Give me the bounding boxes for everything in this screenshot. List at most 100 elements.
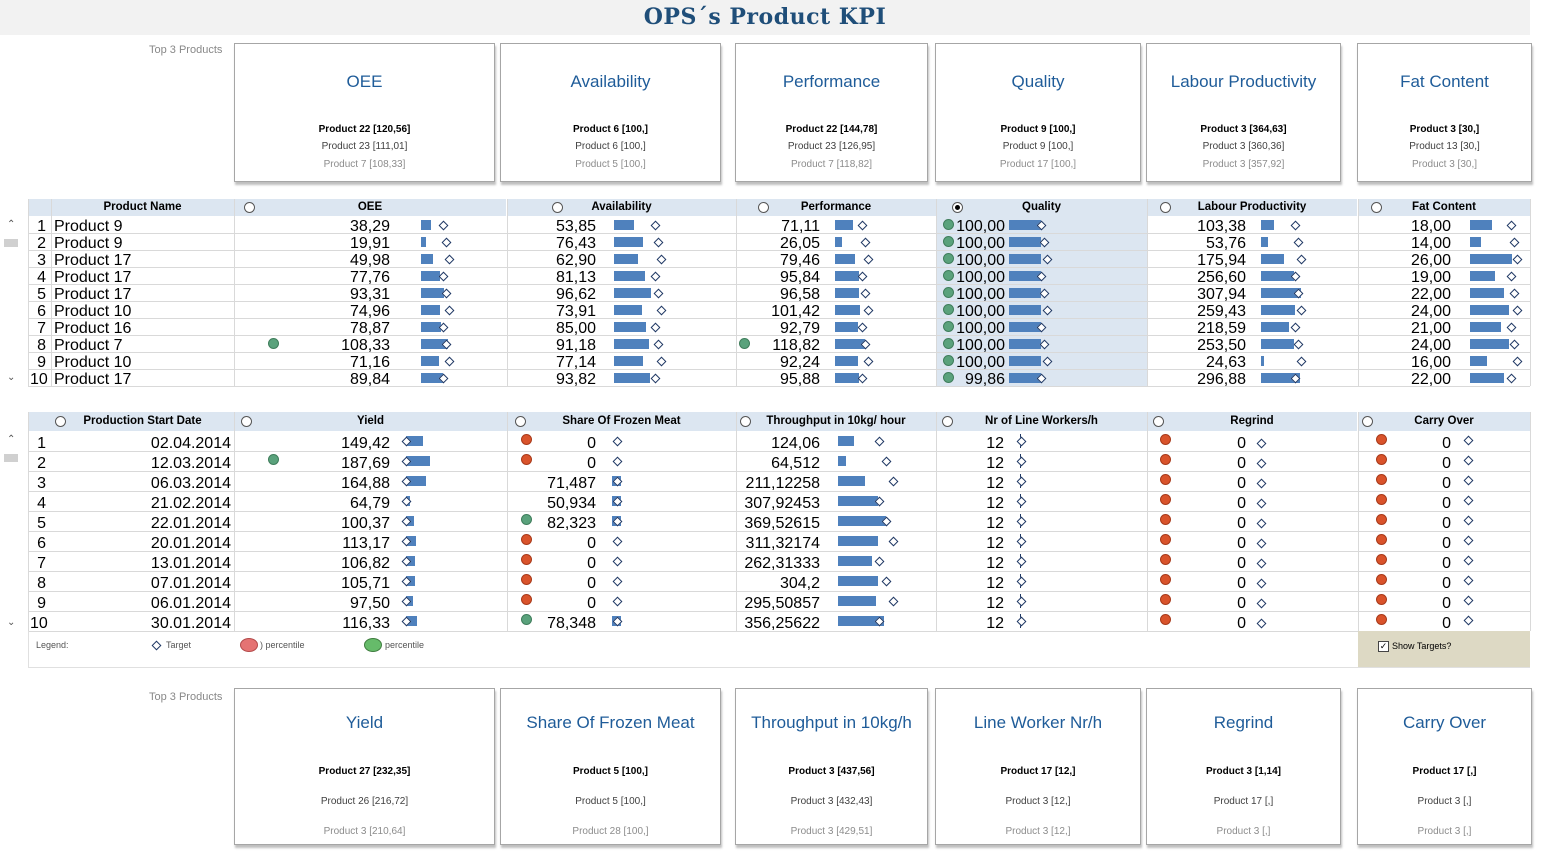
target-marker-icon bbox=[1256, 498, 1267, 509]
grid-vline bbox=[1147, 412, 1148, 631]
target-marker-icon bbox=[1256, 578, 1267, 589]
scroll-up-icon[interactable]: ⌃ bbox=[7, 219, 16, 230]
top-card-5: Fat Content Product 3 [30,] Product 13 [30… bbox=[1357, 43, 1532, 182]
card-line: Product 3 [12,] bbox=[1005, 826, 1071, 837]
scroll-thumb[interactable] bbox=[4, 454, 18, 462]
scroll-thumb[interactable] bbox=[4, 239, 18, 247]
scroll-up-icon[interactable]: ⌃ bbox=[7, 434, 16, 445]
oee-value: 71,16 bbox=[349, 354, 390, 371]
card-line: Product 3 [30,] bbox=[1411, 159, 1478, 170]
throughput-value: 307,92453 bbox=[744, 495, 820, 512]
oee-bar bbox=[421, 288, 445, 298]
scroll-down-icon[interactable]: ⌄ bbox=[7, 617, 16, 628]
target-marker-icon bbox=[1296, 305, 1307, 316]
sort-radio[interactable] bbox=[515, 416, 526, 427]
oee-value: 49,98 bbox=[349, 252, 390, 269]
col-header: Throughput in 10kg/ hour bbox=[736, 412, 936, 431]
throughput-value: 304,2 bbox=[779, 575, 820, 592]
fat-bar bbox=[1470, 305, 1510, 315]
av-bar bbox=[614, 322, 647, 332]
target-marker-icon bbox=[1256, 518, 1267, 529]
grid-hline bbox=[28, 571, 1530, 572]
fat-value: 26,00 bbox=[1410, 252, 1451, 269]
target-marker-icon bbox=[1290, 322, 1301, 333]
target-marker-icon bbox=[881, 576, 892, 587]
start-date: 22.01.2014 bbox=[150, 515, 231, 532]
carry-over-status-icon bbox=[1376, 494, 1387, 505]
card-line: Product 27 [232,35] bbox=[318, 766, 411, 777]
product-name: Product 16 bbox=[54, 320, 132, 337]
perf-bar bbox=[835, 220, 853, 230]
sort-radio[interactable] bbox=[1371, 202, 1382, 213]
sort-radio[interactable] bbox=[55, 416, 66, 427]
sort-radio[interactable] bbox=[758, 202, 769, 213]
target-marker-icon bbox=[1463, 455, 1474, 466]
q-value: 100,00 bbox=[956, 286, 1005, 303]
fat-bar bbox=[1470, 356, 1487, 366]
top-card-3: Quality Product 9 [100,] Product 9 [100,] P… bbox=[935, 43, 1141, 182]
sort-radio[interactable] bbox=[1153, 416, 1164, 427]
lp-bar bbox=[1261, 237, 1268, 247]
frozen-value: 82,323 bbox=[547, 515, 596, 532]
line-workers-value: 12 bbox=[986, 535, 1004, 552]
high-percentile-icon bbox=[364, 638, 382, 652]
regrind-value: 0 bbox=[1237, 615, 1246, 632]
regrind-status-icon bbox=[1160, 614, 1171, 625]
sort-radio[interactable] bbox=[552, 202, 563, 213]
oee-value: 78,87 bbox=[349, 320, 390, 337]
perf-bar bbox=[835, 339, 865, 349]
bottom-card-3: Line Worker Nr/h Product 17 [12,] Product … bbox=[935, 688, 1141, 845]
target-marker-icon bbox=[1256, 558, 1267, 569]
grid-vline bbox=[1358, 199, 1359, 386]
grid-hline bbox=[28, 471, 1530, 472]
row-number: 7 bbox=[37, 320, 46, 337]
target-marker-icon bbox=[1509, 288, 1520, 299]
fat-value: 24,00 bbox=[1410, 337, 1451, 354]
target-marker-icon bbox=[653, 237, 664, 248]
sort-radio[interactable] bbox=[952, 202, 963, 213]
row-number: 10 bbox=[30, 615, 48, 632]
col-header: Quality bbox=[936, 199, 1147, 216]
sort-radio[interactable] bbox=[942, 416, 953, 427]
legend-label: Legend: bbox=[36, 640, 69, 650]
show-targets-checkbox[interactable]: ✓ bbox=[1378, 641, 1389, 652]
grid-vline bbox=[28, 199, 29, 386]
target-marker-icon bbox=[438, 220, 449, 231]
product-name: Product 10 bbox=[54, 303, 132, 320]
regrind-value: 0 bbox=[1237, 475, 1246, 492]
scroll-down-icon[interactable]: ⌄ bbox=[7, 372, 16, 383]
row-number: 2 bbox=[37, 455, 46, 472]
product-name: Product 9 bbox=[54, 218, 123, 235]
yield-value: 100,37 bbox=[341, 515, 390, 532]
row-number: 5 bbox=[37, 515, 46, 532]
frozen-status-icon bbox=[521, 454, 532, 465]
bottom-card-5: Carry Over Product 17 [,] Product 3 [,] Pro… bbox=[1357, 688, 1532, 845]
sort-radio[interactable] bbox=[1362, 416, 1373, 427]
frozen-value: 0 bbox=[587, 595, 596, 612]
frozen-value: 0 bbox=[587, 455, 596, 472]
col-header: Labour Productivity bbox=[1147, 199, 1357, 216]
bottom-card-0: Yield Product 27 [232,35] Product 26 [216,… bbox=[234, 688, 495, 845]
carry-over-status-icon bbox=[1376, 614, 1387, 625]
carry-over-value: 0 bbox=[1442, 475, 1451, 492]
sort-radio[interactable] bbox=[740, 416, 751, 427]
av-value: 81,13 bbox=[555, 269, 596, 286]
sort-radio[interactable] bbox=[241, 416, 252, 427]
target-marker-icon bbox=[1016, 556, 1027, 567]
target-marker-icon bbox=[612, 596, 623, 607]
card-line: Product 3 [12,] bbox=[1005, 796, 1071, 807]
sort-radio[interactable] bbox=[1160, 202, 1171, 213]
target-marker-icon bbox=[650, 271, 661, 282]
av-value: 53,85 bbox=[555, 218, 596, 235]
regrind-status-icon bbox=[1160, 554, 1171, 565]
oee-bar bbox=[421, 356, 439, 366]
sort-radio[interactable] bbox=[244, 202, 255, 213]
line-workers-value: 12 bbox=[986, 455, 1004, 472]
card-line: Product 17 [,] bbox=[1412, 766, 1477, 777]
regrind-status-icon bbox=[1160, 434, 1171, 445]
oee-value: 108,33 bbox=[341, 337, 390, 354]
fat-bar bbox=[1470, 254, 1512, 264]
target-marker-icon bbox=[1256, 538, 1267, 549]
av-value: 77,14 bbox=[555, 354, 596, 371]
perf-bar bbox=[835, 373, 859, 383]
